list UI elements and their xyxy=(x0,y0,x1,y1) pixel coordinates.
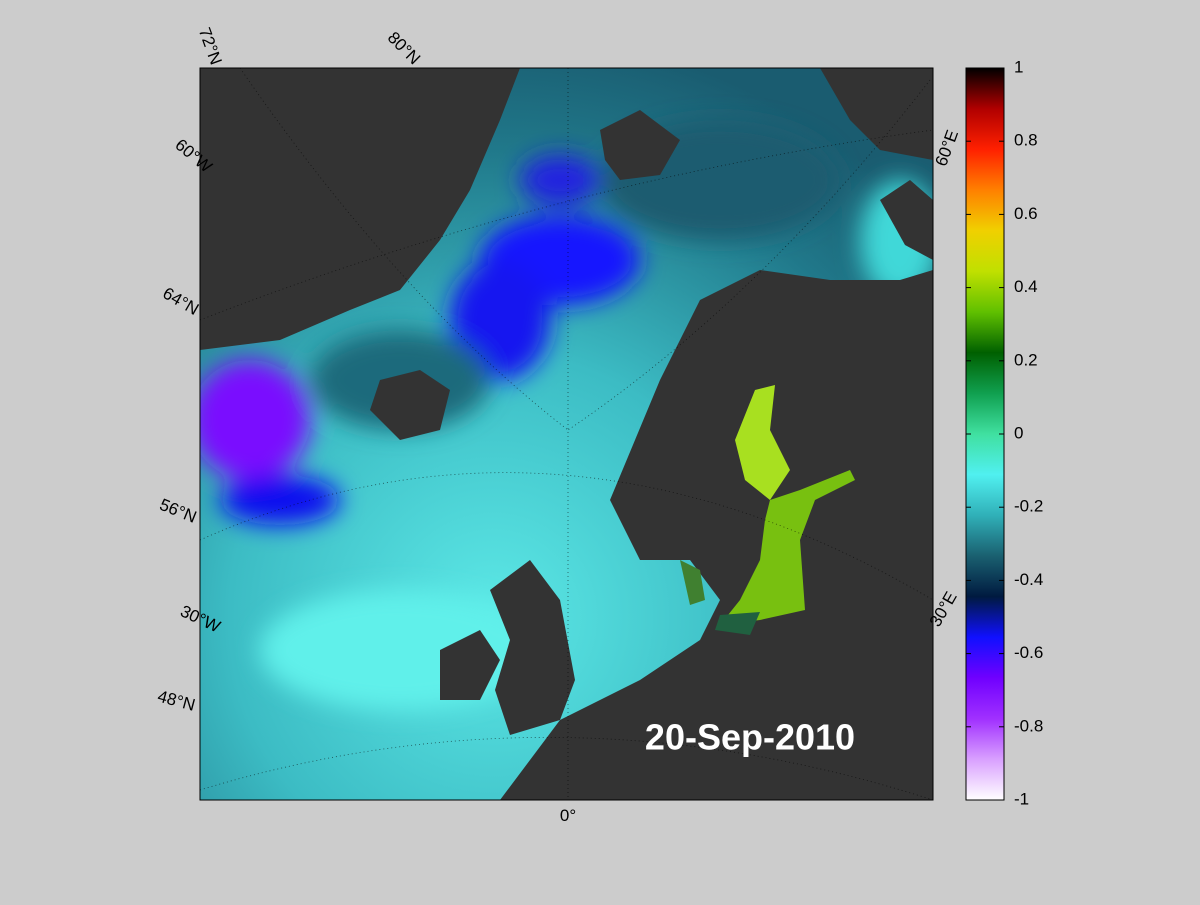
baltic xyxy=(680,385,855,635)
graticule-label: 0° xyxy=(560,806,576,825)
colorbar-tick-label: 0.2 xyxy=(1014,350,1038,369)
map-frame xyxy=(199,67,934,801)
land xyxy=(200,68,933,800)
colorbar-tick-label: -0.2 xyxy=(1014,497,1043,516)
graticule-label: 60°E xyxy=(932,127,963,168)
colorbar-tick-label: 0.6 xyxy=(1014,204,1038,223)
map-area xyxy=(200,68,933,800)
colorbar-tick-label: 0 xyxy=(1014,423,1023,442)
colorbar-tick-label: -0.8 xyxy=(1014,716,1043,735)
colorbar-tick-label: 0.8 xyxy=(1014,131,1038,150)
anomaly-field xyxy=(200,120,933,710)
colorbar-tick-label: -0.6 xyxy=(1014,643,1043,662)
colorbar-tick-label: -1 xyxy=(1014,789,1029,808)
graticule-label: 64°N xyxy=(160,284,202,319)
colorbar: -1 -0.8 -0.6 -0.4 -0.2 0 0.2 0.4 0.6 0.8 1 xyxy=(965,57,1043,808)
graticule-label: 72°N xyxy=(195,25,226,67)
date-label: 20-Sep-2010 xyxy=(645,717,855,758)
graticule xyxy=(200,68,933,800)
graticule-label: 48°N xyxy=(156,687,198,715)
graticule-label: 80°N xyxy=(384,28,424,68)
graticule-label: 56°N xyxy=(157,495,199,527)
colorbar-scale xyxy=(965,67,1005,801)
colorbar-tick-label: 1 xyxy=(1014,57,1023,76)
colorbar-tick-label: 0.4 xyxy=(1014,277,1038,296)
colorbar-tick-label: -0.4 xyxy=(1014,570,1043,589)
